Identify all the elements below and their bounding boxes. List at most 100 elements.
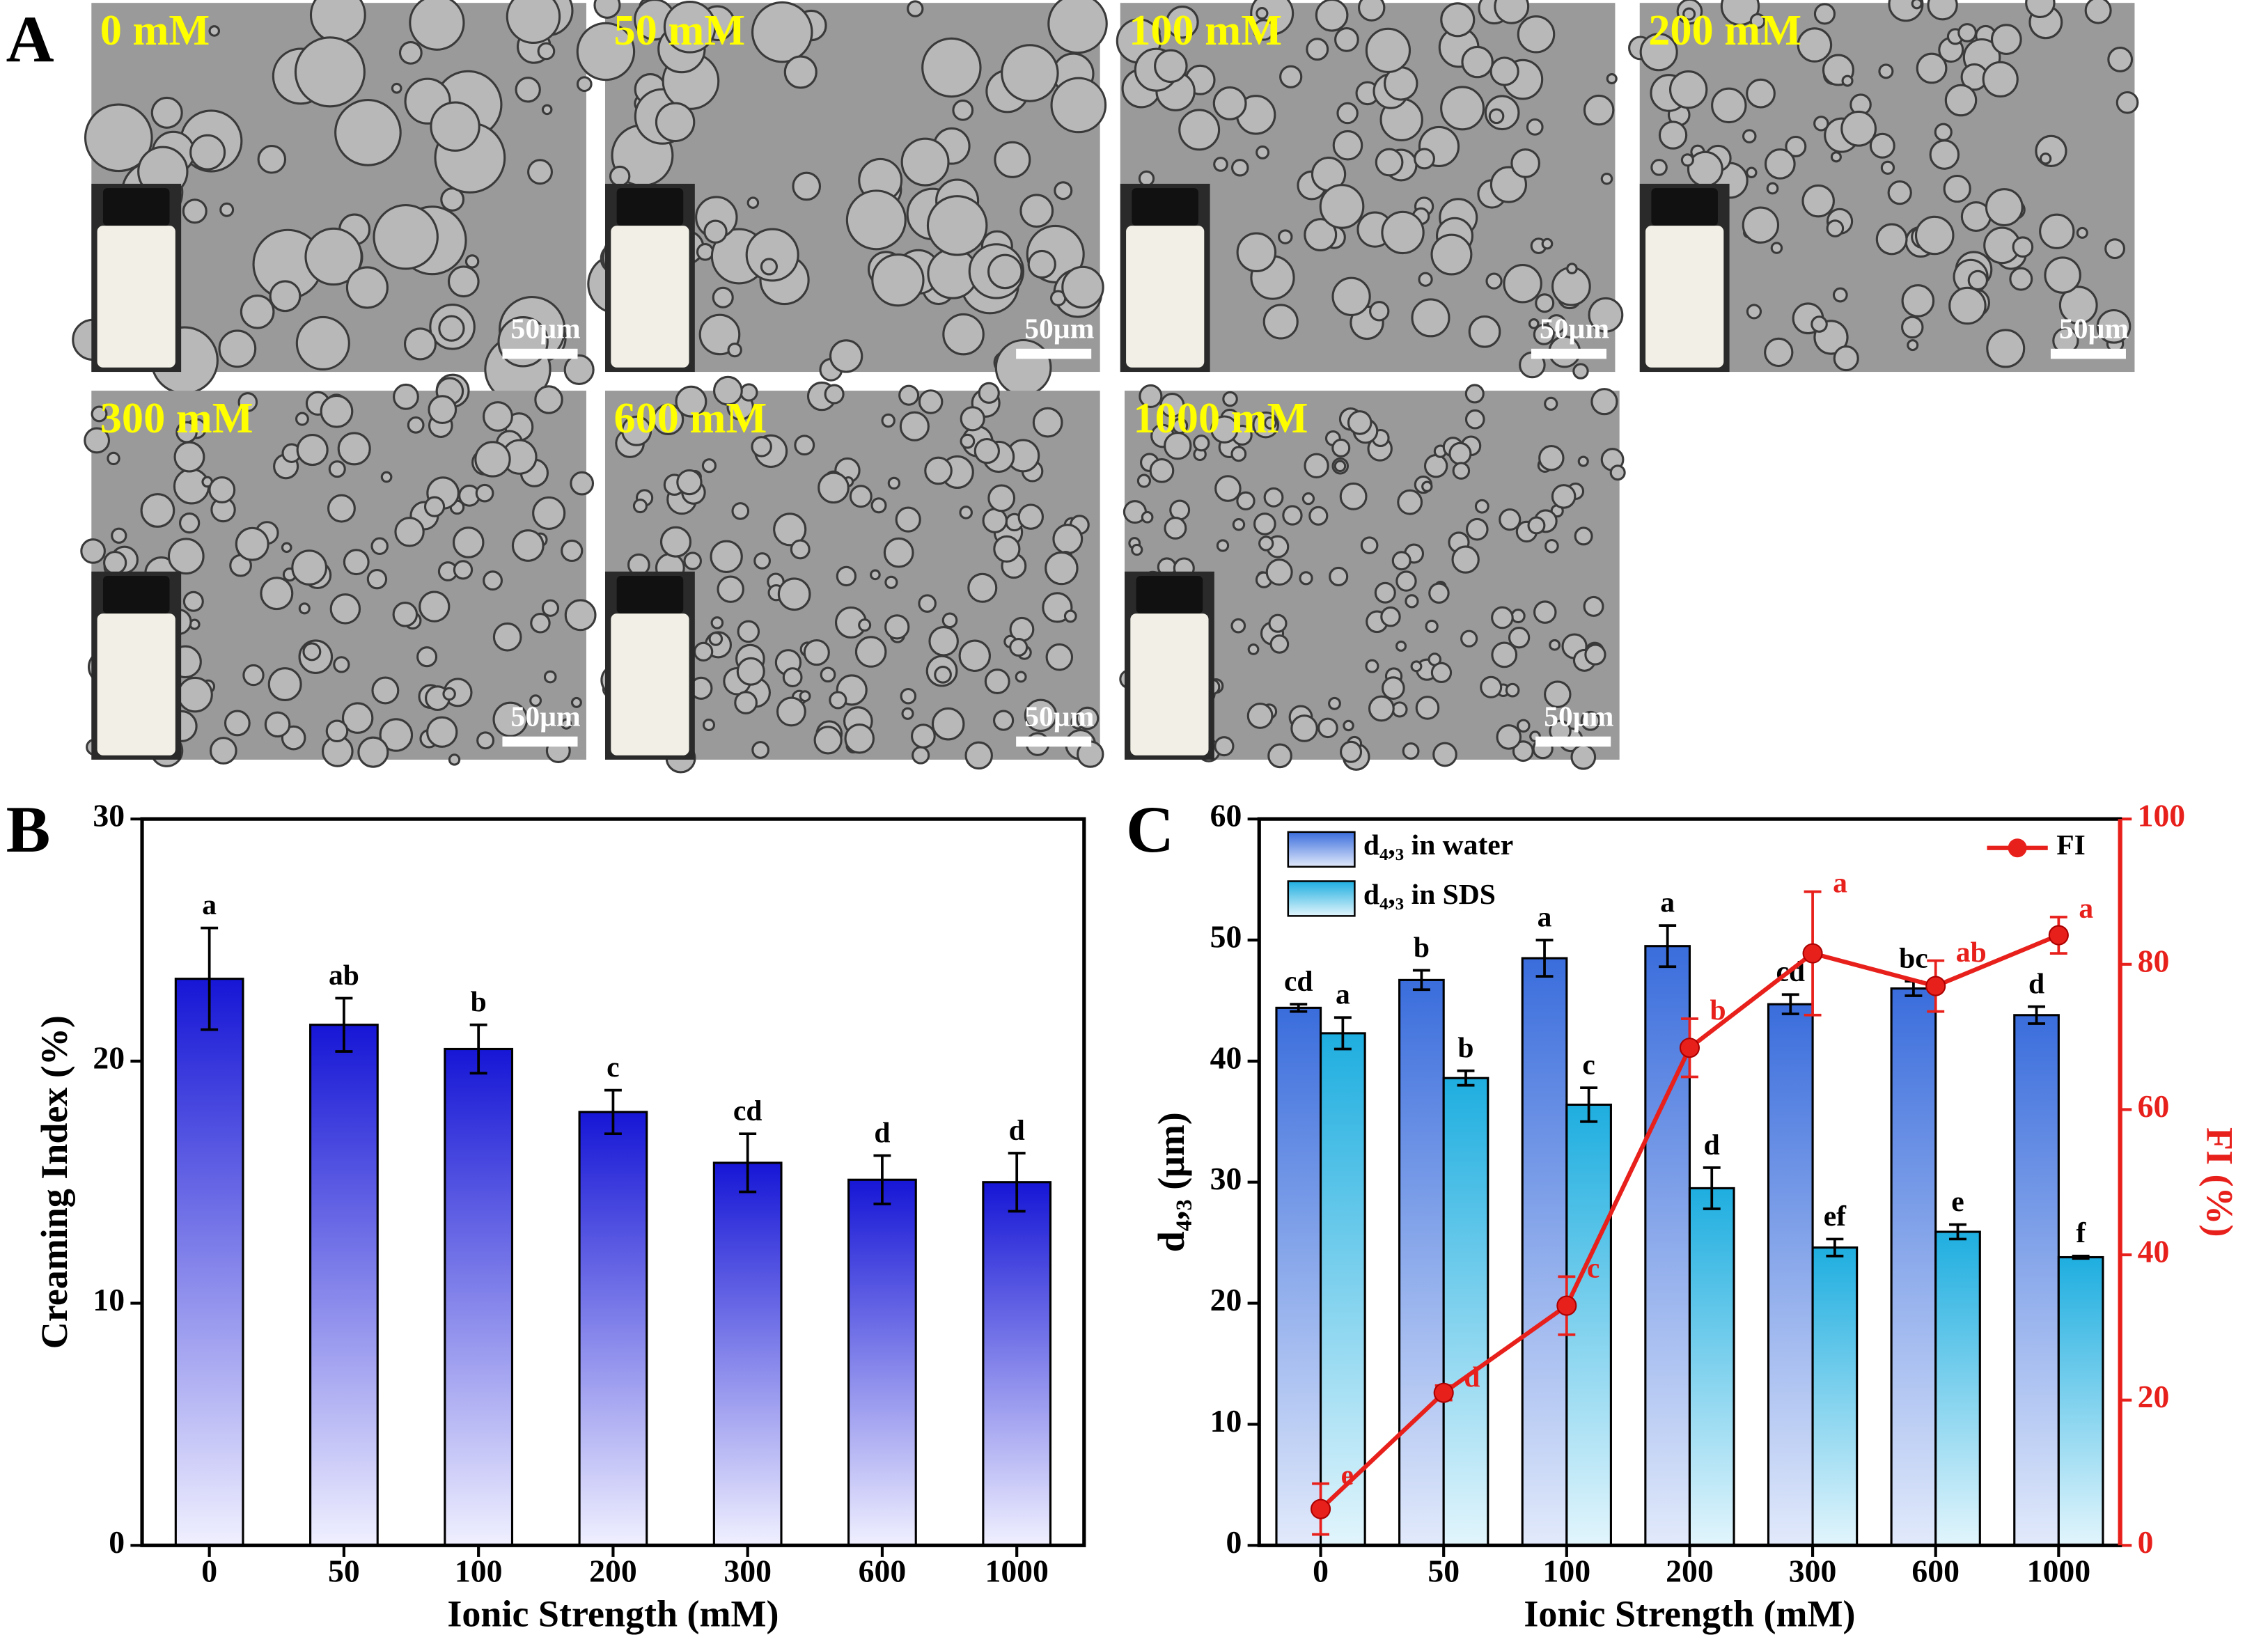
droplet xyxy=(773,512,807,547)
droplet xyxy=(267,667,302,702)
droplet xyxy=(1510,148,1540,178)
droplet xyxy=(534,385,563,414)
droplet xyxy=(2039,152,2052,165)
droplet xyxy=(1263,487,1284,508)
droplet xyxy=(1410,660,1423,673)
droplet xyxy=(1570,744,1597,770)
vial-body xyxy=(97,613,175,756)
legend-marker xyxy=(2008,838,2027,858)
droplet xyxy=(474,441,511,478)
droplet xyxy=(483,401,513,432)
droplet xyxy=(910,723,936,749)
droplet xyxy=(1256,145,1270,159)
scale-bar xyxy=(1016,348,1092,359)
droplet xyxy=(1214,475,1242,502)
droplet xyxy=(295,412,309,426)
error-bar xyxy=(1580,1086,1598,1123)
droplet xyxy=(964,741,993,770)
droplet xyxy=(987,484,1016,512)
droplet xyxy=(887,476,901,490)
error-bar xyxy=(1949,1223,1966,1241)
significance-label: e xyxy=(1341,1459,1354,1491)
droplet xyxy=(1213,157,1228,172)
vial-cap xyxy=(1651,188,1718,226)
significance-label: d xyxy=(1009,1113,1025,1145)
droplet xyxy=(1944,84,1978,117)
x-tick-label: 200 xyxy=(1666,1553,1714,1588)
droplet xyxy=(218,329,257,368)
significance-label: b xyxy=(1414,931,1430,963)
droplet xyxy=(1009,638,1029,657)
droplet xyxy=(1418,272,1433,287)
y-tick-label: 10 xyxy=(93,1282,125,1317)
y-tick-label: 20 xyxy=(1210,1282,1242,1317)
droplet xyxy=(1580,710,1601,731)
concentration-label: 0 mM xyxy=(100,6,210,54)
y-tick-label: 0 xyxy=(1226,1524,1242,1560)
droplet xyxy=(1914,215,1955,256)
droplet xyxy=(1368,695,1395,722)
droplet xyxy=(1811,315,1828,333)
x-tick-label: 200 xyxy=(589,1553,637,1588)
bar xyxy=(1442,1077,1489,1547)
droplet xyxy=(1826,219,1845,237)
droplet xyxy=(1496,724,1522,750)
droplet xyxy=(426,716,458,748)
droplet xyxy=(1468,315,1501,348)
y-axis-label: Creaming Index (%) xyxy=(33,1015,75,1349)
legend-swatch xyxy=(1287,880,1356,917)
x-tick-label: 600 xyxy=(1911,1553,1960,1588)
droplet xyxy=(1574,526,1593,546)
droplet xyxy=(675,385,707,418)
droplet xyxy=(829,691,847,710)
droplet xyxy=(1544,680,1572,708)
droplet xyxy=(2076,226,2088,239)
droplet xyxy=(676,469,703,496)
droplet xyxy=(960,406,985,432)
droplet xyxy=(993,535,1021,563)
point xyxy=(1311,1499,1331,1519)
droplet xyxy=(1166,6,1199,39)
droplet xyxy=(901,707,914,720)
point xyxy=(1679,1038,1700,1058)
droplet xyxy=(492,701,529,737)
droplet xyxy=(900,137,950,187)
droplet xyxy=(537,42,556,61)
significance-label: e xyxy=(1951,1185,1964,1217)
droplet xyxy=(1901,284,1935,318)
droplet xyxy=(1813,116,1829,132)
droplet xyxy=(107,451,120,466)
droplet xyxy=(219,202,235,217)
droplet xyxy=(1045,551,1079,586)
droplet xyxy=(257,145,287,174)
y2-tick-label: 100 xyxy=(2138,798,2186,834)
significance-label: ef xyxy=(1824,1200,1847,1232)
droplet xyxy=(813,726,843,755)
droplet xyxy=(529,694,542,707)
droplet xyxy=(900,688,917,705)
droplet xyxy=(708,632,724,646)
droplet xyxy=(177,676,213,713)
droplet xyxy=(329,593,361,625)
droplet xyxy=(178,512,201,534)
vial-body xyxy=(1645,226,1724,368)
bar xyxy=(1398,978,1445,1547)
droplet xyxy=(818,471,850,504)
droplet xyxy=(751,741,769,759)
droplet xyxy=(447,265,480,298)
plot-frame xyxy=(140,817,1086,1547)
droplet xyxy=(325,719,349,743)
droplet xyxy=(1491,641,1518,668)
droplet xyxy=(541,104,553,116)
droplet xyxy=(881,413,896,428)
droplet xyxy=(845,189,907,251)
point xyxy=(1925,976,1946,996)
droplet xyxy=(1588,297,1624,333)
x-tick-label: 50 xyxy=(1428,1553,1460,1588)
droplet xyxy=(1357,0,1386,22)
droplet xyxy=(1430,662,1453,684)
droplet xyxy=(1746,166,1758,178)
droplet xyxy=(2025,0,2056,19)
droplet xyxy=(883,537,914,568)
